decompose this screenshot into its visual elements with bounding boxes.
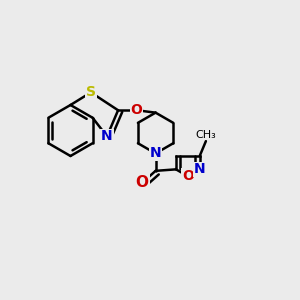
Text: O: O [182, 169, 194, 183]
Text: S: S [86, 85, 96, 99]
Text: N: N [101, 129, 113, 143]
Text: N: N [150, 146, 161, 161]
Text: O: O [131, 103, 142, 117]
Text: O: O [136, 175, 148, 190]
Text: CH₃: CH₃ [196, 130, 216, 140]
Text: N: N [194, 162, 206, 176]
